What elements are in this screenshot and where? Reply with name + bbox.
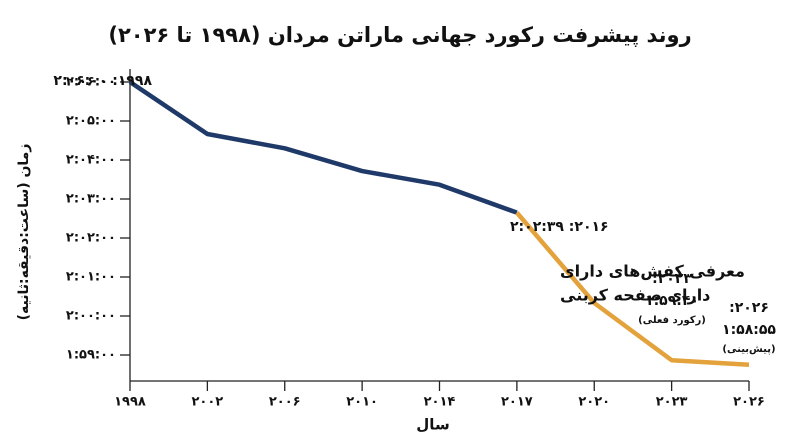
series-line	[128, 80, 518, 215]
x-tick-label: ۲۰۰۲	[192, 395, 224, 410]
x-tick-label: ۱۹۹۸	[114, 395, 146, 410]
y-axis-label: زمان (ساعت:دقیقه:ثانیه)	[16, 144, 32, 321]
annotation: ۱:۵۸:۵۵	[722, 322, 776, 338]
y-tick-label: ۲:۰۵:۰۰	[66, 114, 116, 129]
annotation: (پیش‌بینی)	[722, 344, 775, 355]
x-tick-label: ۲۰۰۶	[269, 395, 301, 410]
annotation: معرفی کفش‌های دارای	[560, 262, 745, 281]
x-axis-label: سال	[416, 416, 449, 434]
x-tick-label: ۲۰۱۰	[346, 395, 378, 410]
annotation: ۲۰۱۶: ۲:۰۲:۳۹	[510, 219, 609, 235]
annotation: ۲۰۲۶:	[729, 300, 769, 316]
annotation: (رکورد فعلی)	[638, 315, 706, 326]
x-tick-label: ۲۰۱۴	[424, 395, 456, 410]
annotation: ۱۹۹۸: ۲:۰۶:۰۰	[53, 73, 152, 89]
chart-title: روند پیشرفت رکورد جهانی ماراتن مردان (۱۹…	[108, 23, 691, 47]
y-tick-label: ۲:۰۰:۰۰	[66, 309, 116, 324]
annotation: دارای صفحه کربنی	[560, 286, 710, 305]
x-tick-label: ۲۰۲۳	[656, 395, 688, 410]
x-tick-label: ۲۰۱۷	[501, 395, 533, 410]
y-tick-label: ۲:۰۱:۰۰	[66, 270, 116, 285]
annotation: ۱:۵۹:۴۰	[645, 293, 699, 309]
y-tick-label: ۲:۰۶:۰۰	[66, 75, 116, 90]
annotation: ۲۰۲۳:	[652, 271, 692, 287]
series-line	[515, 211, 750, 367]
x-tick-label: ۲۰۲۶	[733, 395, 765, 410]
y-tick-label: ۲:۰۳:۰۰	[66, 192, 116, 207]
y-tick-label: ۱:۵۹:۰۰	[66, 348, 116, 363]
y-tick-label: ۲:۰۲:۰۰	[66, 231, 116, 246]
y-tick-label: ۲:۰۴:۰۰	[66, 153, 116, 168]
x-tick-label: ۲۰۲۰	[578, 395, 610, 410]
